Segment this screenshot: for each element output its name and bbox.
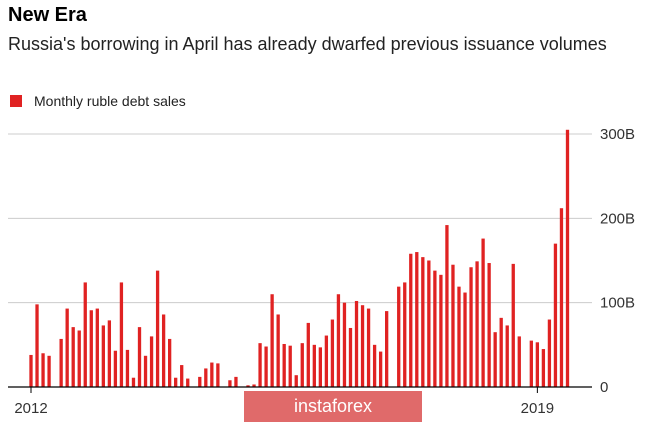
bar [415, 252, 419, 387]
bar [107, 320, 112, 387]
y-tick-label: 200B [600, 210, 635, 227]
bar [264, 346, 268, 387]
bar [198, 376, 202, 387]
bar [143, 355, 148, 387]
bar [258, 343, 262, 387]
bar [228, 380, 232, 387]
bar [493, 332, 497, 387]
y-tick-label: 100B [600, 295, 635, 312]
bar [167, 338, 172, 387]
bar [312, 344, 316, 387]
bar [47, 355, 51, 387]
legend-swatch [10, 95, 22, 107]
bar [348, 327, 353, 387]
bar [161, 314, 166, 387]
watermark: instaforex [244, 391, 422, 422]
chart-title: New Era [8, 4, 87, 26]
bar [463, 292, 467, 387]
bar [155, 270, 160, 387]
bar [469, 267, 473, 387]
bar [427, 260, 431, 387]
bar [511, 263, 515, 387]
bar [119, 282, 124, 387]
bar [403, 282, 407, 387]
legend: Monthly ruble debt sales [10, 93, 186, 109]
bar [246, 385, 250, 387]
bar [204, 368, 208, 387]
bar [306, 322, 310, 387]
bar [210, 362, 214, 387]
bar [270, 294, 274, 387]
bar [385, 311, 389, 387]
bar [378, 351, 383, 387]
y-tick-label: 300B [600, 126, 635, 143]
bar [216, 363, 220, 387]
bar [505, 325, 509, 387]
bar [186, 378, 190, 387]
bar [131, 377, 136, 387]
bar [324, 335, 329, 387]
bar [354, 300, 359, 387]
legend-label: Monthly ruble debt sales [34, 93, 186, 109]
bar [174, 377, 178, 387]
bar [439, 274, 443, 387]
bar [330, 319, 335, 387]
bar [445, 225, 449, 387]
bar [276, 314, 280, 387]
bar [89, 310, 93, 387]
bar [35, 304, 39, 387]
bar [318, 347, 322, 387]
bar [65, 308, 69, 387]
bar [288, 345, 292, 387]
bar [487, 263, 491, 387]
bar [366, 308, 371, 387]
bar [41, 353, 45, 387]
bar [535, 342, 540, 387]
bar [252, 384, 256, 387]
chart-subtitle: Russia's borrowing in April has already … [8, 34, 607, 54]
bar [451, 264, 455, 387]
bar [529, 340, 533, 387]
bar [83, 282, 87, 387]
bar [397, 286, 401, 387]
bar [475, 261, 479, 387]
bar [282, 343, 286, 387]
bar [360, 305, 365, 387]
x-tick-label: 2019 [521, 400, 554, 417]
bar [481, 238, 485, 387]
bar [517, 336, 521, 387]
bar [59, 338, 63, 387]
bar [565, 129, 570, 388]
bar [113, 350, 118, 387]
x-tick-label: 2012 [14, 400, 47, 417]
bar [137, 327, 142, 387]
bar [125, 349, 130, 387]
bar [71, 327, 75, 387]
bar [77, 330, 81, 387]
bar [541, 349, 546, 387]
bar [234, 376, 238, 387]
bar [457, 286, 461, 387]
bar [149, 336, 154, 387]
bar [294, 375, 298, 387]
bar [180, 365, 184, 387]
bar [372, 344, 377, 387]
bar [547, 319, 552, 387]
y-tick-label: 0 [600, 379, 608, 396]
bar [409, 253, 413, 387]
bar [421, 257, 425, 387]
bar [95, 308, 99, 387]
bar [499, 317, 503, 387]
bar [336, 294, 341, 387]
bar [342, 302, 347, 387]
bar [433, 270, 437, 387]
bar [559, 208, 564, 387]
bar [29, 354, 33, 387]
bar [300, 343, 304, 387]
bar [553, 243, 558, 387]
bar [101, 325, 105, 387]
